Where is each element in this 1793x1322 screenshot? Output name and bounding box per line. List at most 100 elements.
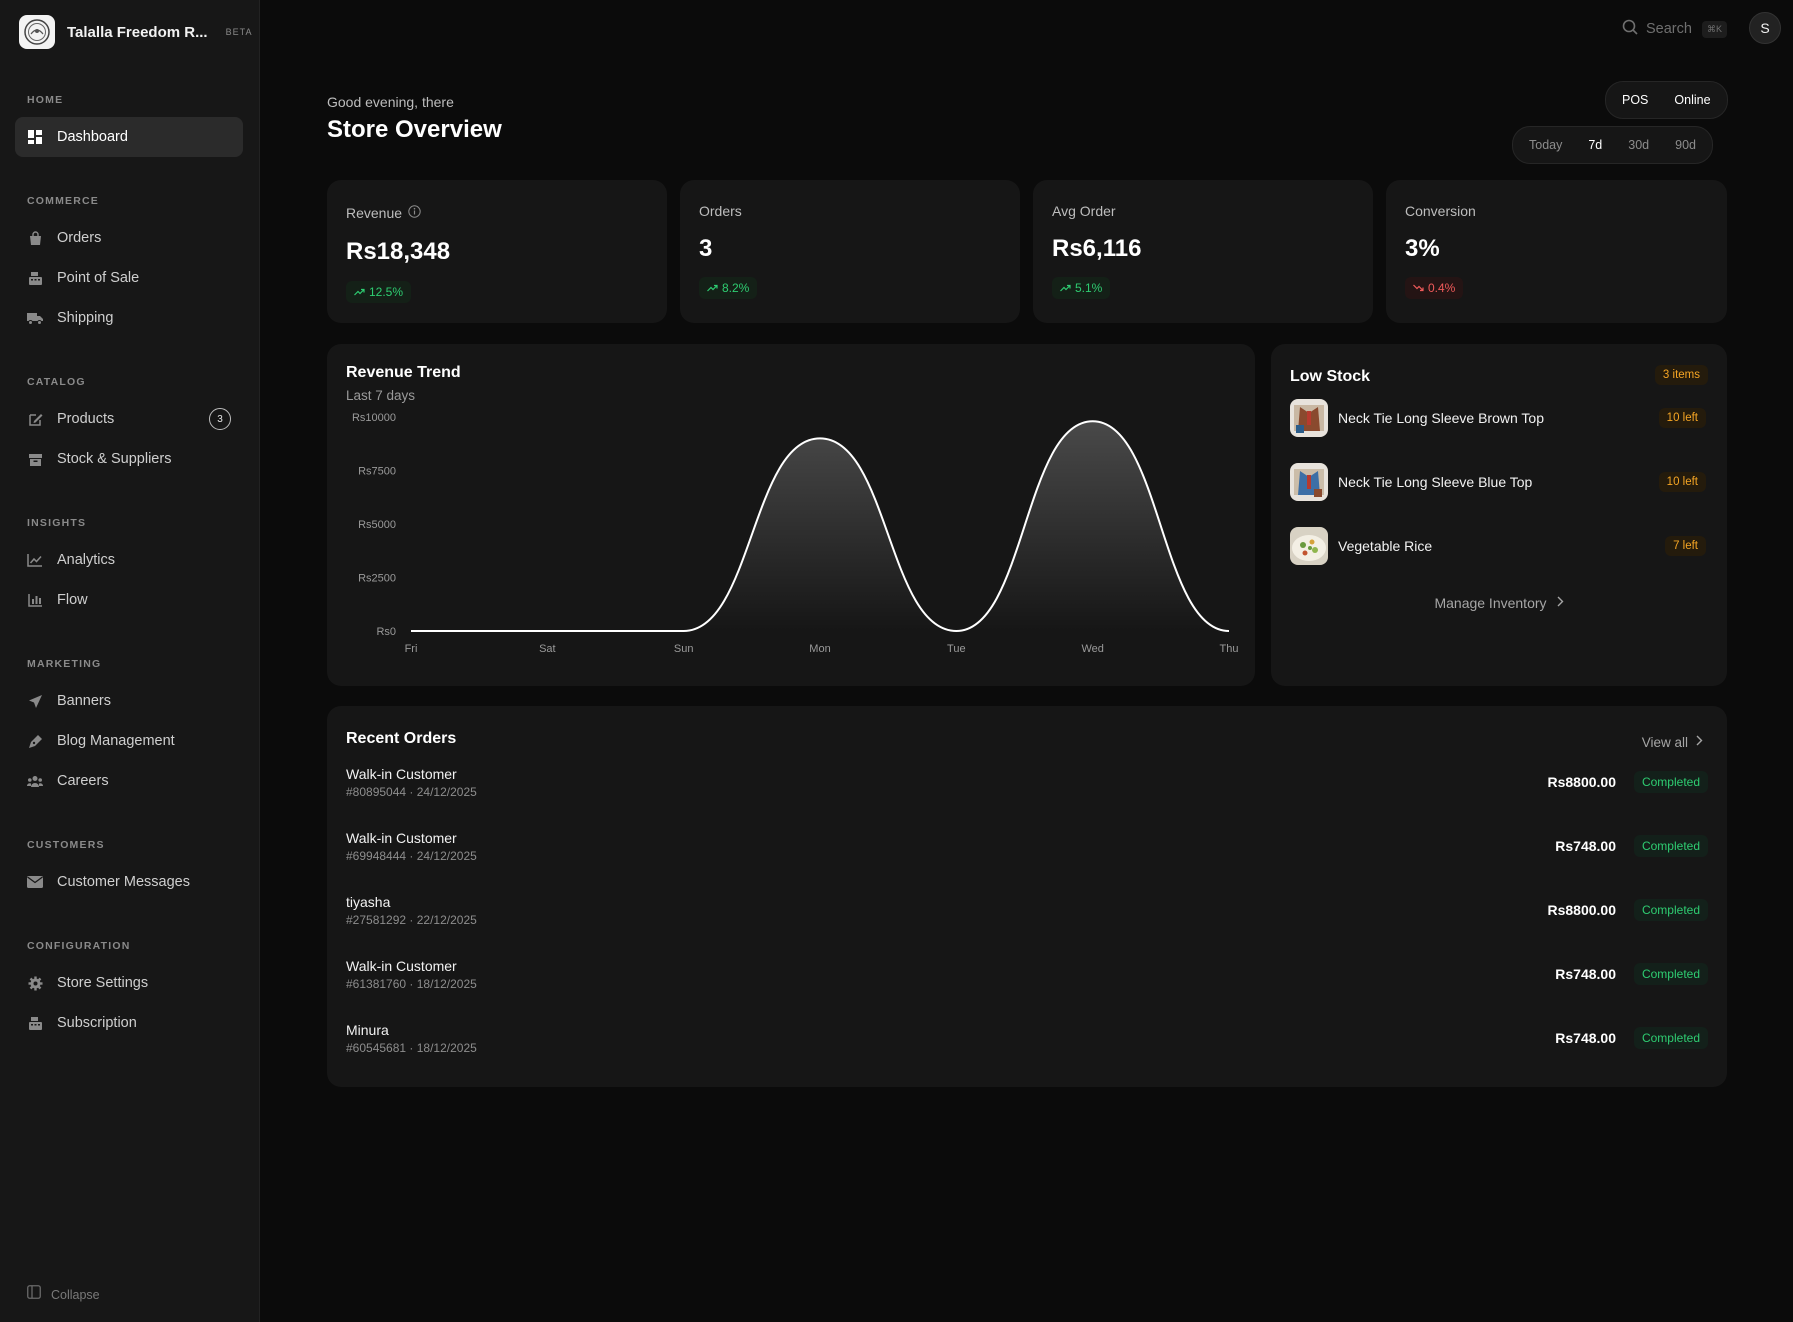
bar-chart-icon — [27, 592, 43, 608]
stat-value: 3 — [699, 235, 713, 262]
shopping-bag-icon — [27, 230, 43, 246]
view-all-label: View all — [1641, 734, 1688, 750]
sidebar-item-dashboard[interactable]: Dashboard — [15, 117, 243, 157]
stat-label: Conversion — [1405, 203, 1476, 219]
stat-label: Avg Order — [1052, 203, 1116, 219]
sidebar-item-customer-messages[interactable]: Customer Messages — [15, 862, 243, 902]
x-tick-label: Tue — [947, 643, 966, 655]
trend-pill: 12.5% — [346, 281, 412, 303]
low-stock-item[interactable]: Neck Tie Long Sleeve Blue Top 10 left — [1290, 462, 1706, 502]
range-30d[interactable]: 30d — [1628, 138, 1650, 152]
order-customer: tiyasha — [346, 894, 391, 910]
product-thumbnail — [1290, 399, 1328, 437]
user-avatar[interactable]: S — [1749, 12, 1781, 44]
store-logo — [19, 15, 55, 49]
channel-online[interactable]: Online — [1674, 93, 1711, 107]
chart-title: Revenue Trend — [346, 364, 461, 381]
order-row[interactable]: Walk-in Customer #69948444 · 24/12/2025 … — [346, 830, 1708, 870]
range-today[interactable]: Today — [1529, 138, 1563, 152]
sidebar-item-subscription[interactable]: Subscription — [15, 1003, 243, 1043]
pen-icon — [27, 733, 43, 749]
gear-icon — [27, 975, 43, 991]
store-brand[interactable]: Talalla Freedom R... BETA — [19, 15, 252, 49]
section-label-home: HOME — [27, 94, 64, 106]
order-customer: Walk-in Customer — [346, 958, 457, 974]
product-name: Neck Tie Long Sleeve Blue Top — [1338, 474, 1533, 490]
order-customer: Walk-in Customer — [346, 830, 457, 846]
chevron-right-icon — [1557, 594, 1564, 612]
search-label: Search — [1646, 21, 1692, 37]
revenue-line — [411, 420, 1230, 633]
data-point-sun[interactable] — [681, 628, 687, 634]
order-meta: #80895044 · 24/12/2025 — [346, 785, 477, 799]
data-point-tue[interactable] — [953, 628, 959, 634]
order-row[interactable]: Walk-in Customer #80895044 · 24/12/2025 … — [346, 766, 1708, 806]
cash-register-icon — [27, 270, 43, 286]
sidebar-item-blog-management[interactable]: Blog Management — [15, 721, 243, 761]
x-tick-label: Sat — [539, 643, 556, 655]
trend-pill: 0.4% — [1405, 277, 1464, 299]
trend-up-icon — [1060, 281, 1075, 295]
search-icon — [1622, 19, 1638, 40]
sidebar-item-orders[interactable]: Orders — [15, 218, 243, 258]
sidebar-item-banners[interactable]: Banners — [15, 681, 243, 721]
data-point-wed[interactable] — [1090, 418, 1096, 424]
sidebar-item-analytics[interactable]: Analytics — [15, 540, 243, 580]
collapse-sidebar-button[interactable]: Collapse — [27, 1285, 100, 1304]
sidebar-item-store-settings[interactable]: Store Settings — [15, 963, 243, 1003]
stock-left-badge: 7 left — [1665, 536, 1706, 556]
send-icon — [27, 693, 43, 709]
x-tick-label: Mon — [809, 643, 830, 655]
range-7d[interactable]: 7d — [1588, 138, 1603, 152]
sidebar-item-label: Dashboard — [57, 129, 128, 145]
order-row[interactable]: Minura #60545681 · 18/12/2025 Rs748.00 C… — [346, 1022, 1708, 1062]
sidebar-item-careers[interactable]: Careers — [15, 761, 243, 801]
data-point-sat[interactable] — [544, 628, 550, 634]
sidebar-item-label: Customer Messages — [57, 874, 190, 890]
low-stock-item[interactable]: Vegetable Rice 7 left — [1290, 526, 1706, 566]
view-all-orders-link[interactable]: View all — [1642, 733, 1703, 751]
product-name: Neck Tie Long Sleeve Brown Top — [1338, 410, 1544, 426]
info-icon[interactable] — [408, 205, 421, 221]
page-title: Store Overview — [327, 116, 502, 143]
sidebar: Talalla Freedom R... BETA HOME Dashboard… — [0, 0, 260, 1322]
low-stock-item[interactable]: Neck Tie Long Sleeve Brown Top 10 left — [1290, 398, 1706, 438]
chevron-right-icon — [1696, 733, 1703, 751]
x-tick-label: Wed — [1081, 643, 1103, 655]
line-chart-icon — [27, 552, 43, 568]
x-tick-label: Sun — [674, 643, 694, 655]
sidebar-item-products[interactable]: Products 3 — [15, 399, 243, 439]
order-row[interactable]: tiyasha #27581292 · 22/12/2025 Rs8800.00… — [346, 894, 1708, 934]
manage-inventory-link[interactable]: Manage Inventory — [1271, 594, 1727, 612]
range-90d[interactable]: 90d — [1675, 138, 1696, 152]
stat-card-orders: Orders 3 8.2% — [680, 180, 1020, 323]
manage-inventory-label: Manage Inventory — [1434, 595, 1547, 611]
order-meta: #61381760 · 18/12/2025 — [346, 977, 477, 991]
sidebar-item-stock-suppliers[interactable]: Stock & Suppliers — [15, 439, 243, 479]
dashboard-icon — [27, 129, 43, 145]
truck-icon — [27, 310, 43, 326]
data-point-mon[interactable] — [817, 435, 823, 441]
sidebar-item-shipping[interactable]: Shipping — [15, 298, 243, 338]
channel-pos[interactable]: POS — [1622, 93, 1649, 107]
box-icon — [27, 451, 43, 467]
x-tick-label: Fri — [405, 643, 418, 655]
section-label-marketing: MARKETING — [27, 658, 102, 670]
order-status-badge: Completed — [1633, 835, 1708, 857]
data-point-thu[interactable] — [1226, 628, 1232, 634]
y-tick-label: Rs7500 — [358, 466, 396, 478]
trend-down-icon — [1413, 281, 1428, 295]
sidebar-item-label: Analytics — [57, 552, 116, 568]
collapse-label: Collapse — [51, 1287, 100, 1302]
sidebar-item-label: Blog Management — [57, 733, 175, 749]
sidebar-item-label: Point of Sale — [57, 270, 140, 286]
section-label-configuration: CONFIGURATION — [27, 940, 131, 952]
order-amount: Rs748.00 — [1555, 838, 1616, 854]
sidebar-item-flow[interactable]: Flow — [15, 580, 243, 620]
order-row[interactable]: Walk-in Customer #61381760 · 18/12/2025 … — [346, 958, 1708, 998]
data-point-fri[interactable] — [408, 628, 414, 634]
search-button[interactable]: Search ⌘K — [1622, 17, 1727, 41]
order-status-badge: Completed — [1633, 771, 1708, 793]
sidebar-item-point-of-sale[interactable]: Point of Sale — [15, 258, 243, 298]
